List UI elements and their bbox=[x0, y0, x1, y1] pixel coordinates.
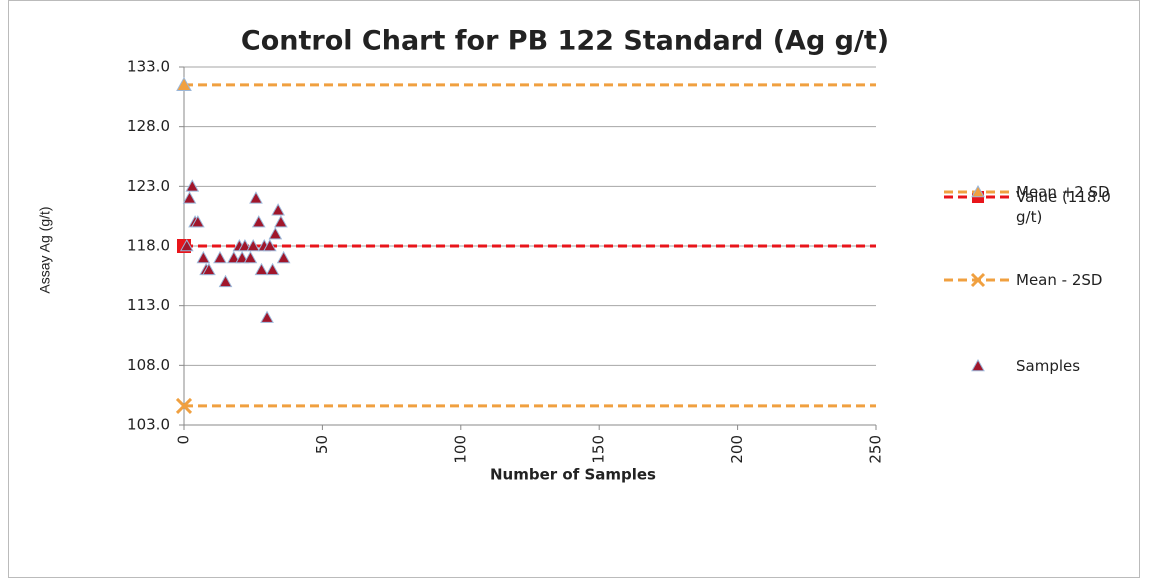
y-tick-label: 108.0 bbox=[127, 356, 170, 374]
y-tick-label: 128.0 bbox=[127, 117, 170, 135]
data-point bbox=[274, 215, 288, 228]
data-point bbox=[218, 274, 233, 288]
y-tick-label: 103.0 bbox=[127, 416, 170, 434]
data-point bbox=[235, 250, 249, 264]
data-point bbox=[246, 238, 261, 252]
data-point bbox=[271, 203, 285, 216]
legend-marker bbox=[970, 272, 986, 288]
data-point bbox=[251, 215, 266, 228]
x-tick-label: 200 bbox=[728, 435, 746, 464]
data-point bbox=[262, 238, 277, 252]
data-point bbox=[254, 262, 269, 276]
y-tick-label: 123.0 bbox=[127, 177, 170, 195]
y-tick-label: 113.0 bbox=[127, 296, 170, 314]
chart-title: Control Chart for PB 122 Standard (Ag g/… bbox=[241, 26, 889, 57]
chart-border bbox=[8, 0, 1140, 578]
data-point bbox=[243, 250, 258, 264]
legend-marker bbox=[971, 184, 985, 198]
legend-label: Mean +2 SD bbox=[1016, 183, 1110, 201]
data-point bbox=[268, 227, 283, 240]
data-point bbox=[276, 250, 291, 264]
y-tick-label: 133.0 bbox=[127, 58, 170, 76]
data-point bbox=[260, 310, 274, 323]
data-point bbox=[202, 262, 216, 276]
x-axis-label: Number of Samples bbox=[490, 466, 656, 484]
x-tick-label: 250 bbox=[867, 435, 885, 464]
data-point bbox=[179, 238, 194, 252]
data-point bbox=[238, 238, 252, 252]
data-point bbox=[213, 250, 227, 264]
x-tick-label: 0 bbox=[175, 435, 193, 445]
data-point bbox=[226, 250, 241, 264]
data-point bbox=[185, 179, 200, 192]
legend-marker bbox=[971, 358, 985, 372]
legend-label: Mean - 2SD bbox=[1016, 271, 1103, 289]
data-point bbox=[182, 191, 197, 204]
line-marker bbox=[175, 397, 193, 414]
legend-label: Value (118.0 g/t) bbox=[1016, 188, 1111, 226]
data-point bbox=[249, 191, 263, 204]
y-axis-label: Assay Ag (g/t) bbox=[37, 206, 53, 293]
x-tick-label: 50 bbox=[313, 435, 331, 454]
x-tick-label: 100 bbox=[451, 435, 469, 464]
y-tick-label: 118.0 bbox=[127, 237, 170, 255]
line-marker bbox=[176, 76, 192, 91]
data-point bbox=[196, 250, 211, 264]
data-point bbox=[190, 215, 205, 228]
x-tick-label: 150 bbox=[590, 435, 608, 464]
legend-label: Samples bbox=[1016, 357, 1081, 375]
data-point bbox=[265, 262, 280, 276]
